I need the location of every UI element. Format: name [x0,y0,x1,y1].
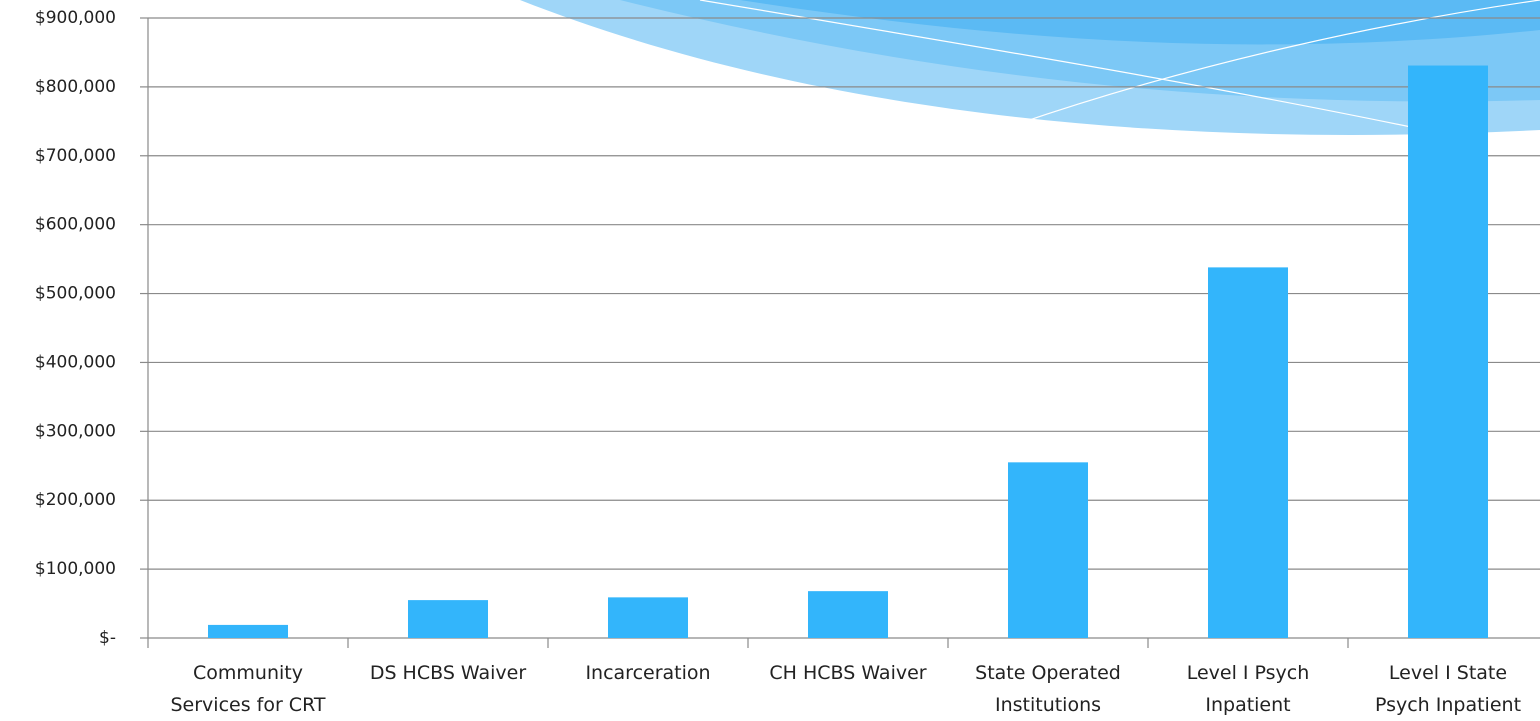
bar [1208,267,1288,638]
y-tick-label: $200,000 [35,490,116,510]
bar [408,600,488,638]
bar [1408,65,1488,639]
y-tick-label: $- [99,628,116,648]
y-tick-label: $500,000 [35,284,116,304]
y-tick-label: $300,000 [35,421,116,441]
x-tick-label: Community Services for CRT [170,662,325,716]
y-tick-label: $100,000 [35,559,116,579]
y-tick-label: $800,000 [35,77,116,97]
x-tick-label: Level I Psych Inpatient [1187,662,1310,716]
decoration [520,0,1540,156]
bar [808,591,888,638]
bar [208,624,288,638]
y-tick-label: $400,000 [35,352,116,372]
x-tick-label: CH HCBS Waiver [769,662,926,684]
x-tick-label: DS HCBS Waiver [370,662,527,684]
bar [608,597,688,638]
swoosh [740,0,1540,45]
bar [1008,462,1088,638]
x-tick-label: Incarceration [585,662,710,684]
x-tick-label: State Operated Institutions [975,662,1121,716]
y-tick-label: $900,000 [35,8,116,28]
x-tick-label: Level I State Psych Inpatient [1375,662,1521,716]
swoosh-line [999,0,1540,131]
y-tick-label: $700,000 [35,146,116,166]
y-tick-label: $600,000 [35,215,116,235]
